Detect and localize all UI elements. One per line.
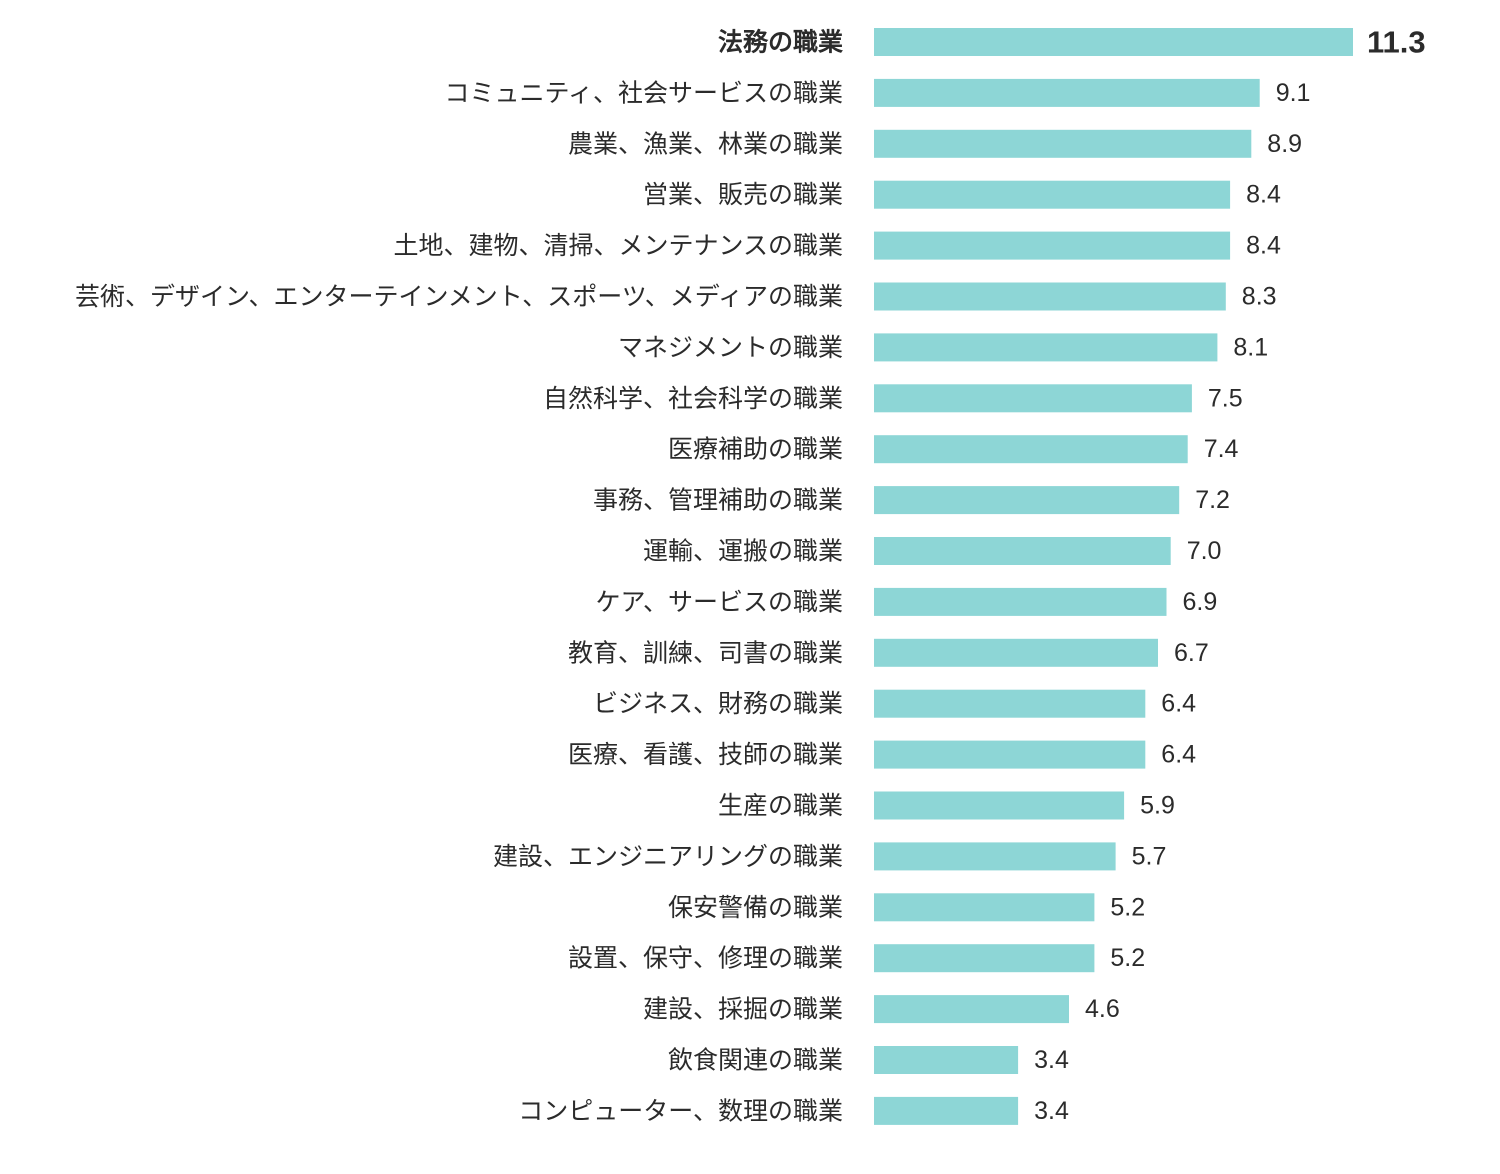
value-label: 5.7 — [1132, 842, 1167, 870]
value-label: 5.2 — [1110, 893, 1145, 921]
category-label: マネジメントの職業 — [618, 333, 843, 362]
value-labels-group: 11.3 9.1 8.9 8.4 8.4 8.3 8.1 7.5 7.4 7.2 7.0 6.9 6.7… — [1034, 25, 1426, 1125]
value-label: 8.1 — [1233, 333, 1268, 361]
bar — [874, 638, 1158, 667]
value-label: 8.4 — [1246, 232, 1281, 260]
value-label: 7.2 — [1195, 486, 1230, 514]
bar — [874, 1046, 1019, 1074]
category-label: 自然科学、社会科学の職業 — [543, 384, 843, 413]
bar — [874, 231, 1231, 260]
value-label: 6.7 — [1174, 639, 1209, 667]
bar — [874, 28, 1353, 56]
value-label: 5.9 — [1140, 792, 1175, 820]
bars-group — [874, 28, 1353, 1125]
value-label: 5.2 — [1110, 944, 1145, 972]
bar — [874, 944, 1095, 973]
value-label: 4.6 — [1085, 995, 1120, 1023]
category-label: 法務の職業 — [718, 28, 843, 57]
value-label: 8.9 — [1267, 130, 1302, 158]
value-label: 11.3 — [1367, 25, 1426, 60]
bar — [874, 78, 1260, 107]
category-label: 営業、販売の職業 — [643, 180, 843, 209]
bar — [874, 537, 1171, 565]
category-label: ビジネス、財務の職業 — [593, 689, 843, 718]
category-label: 設置、保守、修理の職業 — [568, 944, 843, 973]
category-label: 土地、建物、清掃、メンテナンスの職業 — [393, 231, 843, 260]
category-label: コンピューター、数理の職業 — [518, 1096, 843, 1125]
bar — [874, 384, 1192, 413]
bar — [874, 791, 1125, 820]
bar — [874, 129, 1252, 158]
bar — [874, 689, 1146, 718]
category-label: 飲食関連の職業 — [668, 1046, 843, 1075]
value-label: 3.4 — [1034, 1046, 1069, 1074]
category-label: 保安警備の職業 — [668, 893, 843, 922]
bar — [874, 893, 1095, 922]
category-label: 教育、訓練、司書の職業 — [568, 638, 843, 667]
bar — [874, 333, 1218, 362]
value-label: 8.4 — [1246, 181, 1281, 209]
value-label: 3.4 — [1034, 1097, 1069, 1125]
category-label: 建設、エンジニアリングの職業 — [493, 842, 843, 871]
value-label: 6.4 — [1161, 690, 1196, 718]
category-label: コミュニティ、社会サービスの職業 — [444, 78, 843, 107]
value-label: 7.4 — [1204, 435, 1239, 463]
bar — [874, 180, 1231, 209]
value-label: 8.3 — [1242, 283, 1277, 311]
category-label: ケア、サービスの職業 — [595, 587, 843, 616]
bar — [874, 842, 1116, 871]
value-label: 9.1 — [1276, 79, 1311, 107]
category-label: 生産の職業 — [718, 791, 843, 820]
bar — [874, 995, 1069, 1024]
value-label: 6.4 — [1161, 741, 1196, 769]
category-label: 事務、管理補助の職業 — [593, 486, 843, 515]
bar — [874, 435, 1188, 464]
category-label: 医療、看護、技師の職業 — [568, 740, 843, 769]
bar — [874, 282, 1226, 311]
category-label: 芸術、デザイン、エンターテインメント、スポーツ、メディアの職業 — [75, 282, 843, 311]
bar — [874, 587, 1167, 616]
category-label: 建設、採掘の職業 — [643, 995, 843, 1024]
value-label: 7.5 — [1208, 384, 1243, 412]
bar — [874, 486, 1180, 515]
bar — [874, 740, 1146, 769]
category-label: 農業、漁業、林業の職業 — [568, 129, 843, 158]
bar — [874, 1096, 1019, 1125]
category-label: 運輸、運搬の職業 — [643, 537, 843, 566]
value-label: 7.0 — [1187, 537, 1222, 565]
category-label: 医療補助の職業 — [668, 435, 843, 464]
value-label: 6.9 — [1183, 588, 1218, 616]
category-labels-group: 法務の職業コミュニティ、社会サービスの職業農業、漁業、林業の職業営業、販売の職業… — [75, 28, 843, 1126]
